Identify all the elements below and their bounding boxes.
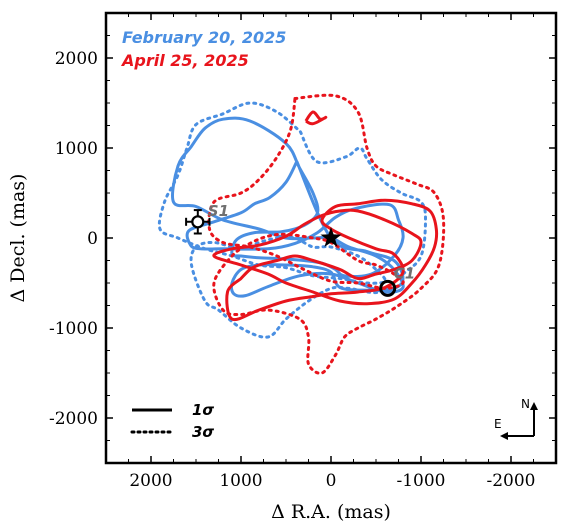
y-tick-label: 1000 xyxy=(55,139,98,159)
legend-label-1sigma: 1σ xyxy=(192,401,214,419)
legend-label-3sigma: 3σ xyxy=(192,423,214,441)
legend-entry-april-25-2025: April 25, 2025 xyxy=(120,51,249,70)
marker-label-s1: S1 xyxy=(208,202,229,220)
feb-contour-3sigma-1 xyxy=(157,101,427,339)
s1-marker xyxy=(191,215,205,229)
marker-label-c1: C1 xyxy=(394,264,415,282)
x-tick-label: -1000 xyxy=(396,471,445,491)
y-tick-label: 2000 xyxy=(55,49,98,69)
compass-north-label: N xyxy=(521,397,530,411)
apr-contour-3sigma-2 xyxy=(207,93,446,375)
y-tick-label: -1000 xyxy=(49,319,98,339)
star-marker xyxy=(320,227,342,247)
y-tick-label: 0 xyxy=(87,229,98,249)
compass-rose xyxy=(500,402,538,440)
apr-contour-1sigma-1 xyxy=(304,110,328,126)
compass-north-arrowhead xyxy=(530,402,538,410)
y-tick-label: -2000 xyxy=(49,409,98,429)
x-tick-label: 0 xyxy=(326,471,337,491)
x-tick-label: 1000 xyxy=(219,471,262,491)
feb-contour-1sigma-0 xyxy=(171,116,405,298)
compass-east-label: E xyxy=(494,417,502,431)
c1-marker xyxy=(379,279,397,297)
legend-entry-february-20-2025: February 20, 2025 xyxy=(122,28,286,47)
compass-east-arrowhead xyxy=(500,432,508,440)
ticks-layer: 2000 1000 0 -1000 -2000 2000 1000 0 -1000 -2000 xyxy=(49,12,557,491)
markers-layer xyxy=(185,209,397,297)
x-tick-label: 2000 xyxy=(129,471,172,491)
x-tick-label: -2000 xyxy=(486,471,535,491)
contours-layer xyxy=(157,93,446,375)
x-axis-label: Δ R.A. (mas) xyxy=(271,501,391,523)
y-axis-label: Δ Decl. (mas) xyxy=(7,174,29,303)
